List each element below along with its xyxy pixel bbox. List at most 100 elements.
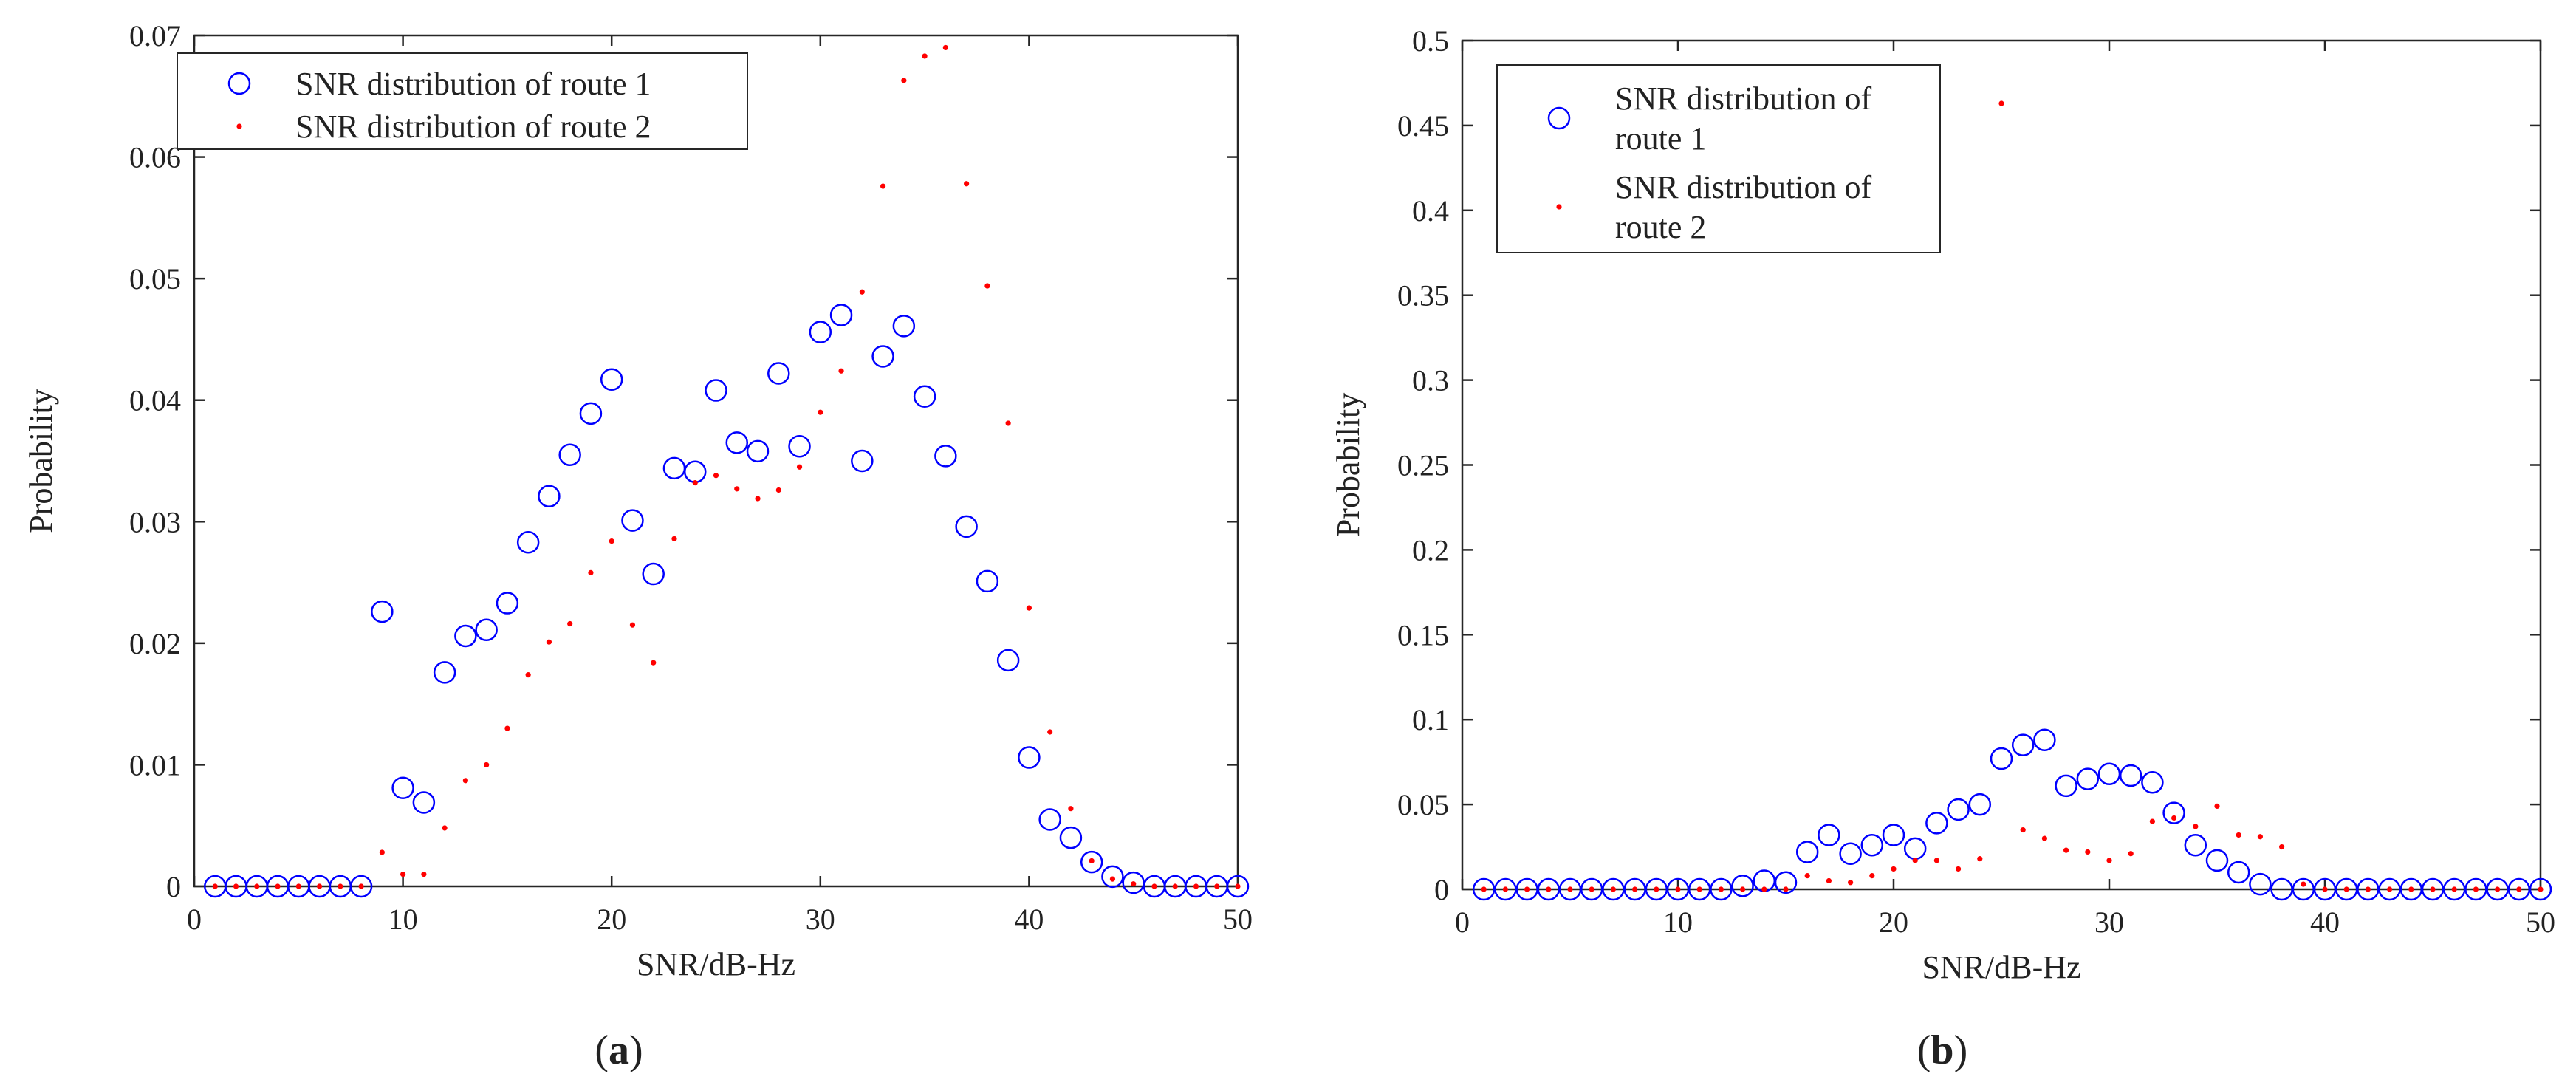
x-tick-label-b-4: 40 [2310,906,2340,939]
point-b-s1-36 [2249,872,2272,896]
point-a-s1-26 [746,439,770,463]
point-a-s2-36 [964,181,970,187]
point-b-s1-23 [1968,793,1992,816]
point-a-s2-29 [818,409,823,415]
point-b-s1-19 [1882,824,1905,846]
point-b-s2-15 [1804,873,1810,879]
x-tick-label-b-2: 20 [1879,906,1908,939]
point-a-s1-17 [558,443,581,467]
legend-marker-a-2 [236,123,242,129]
legend-box-b [1496,64,1941,253]
y-tick-label-a-2: 0.02 [129,627,181,660]
point-b-s2-36 [2257,834,2263,840]
point-a-s2-33 [901,78,907,83]
point-a-s2-28 [796,464,803,470]
point-b-s1-35 [2227,861,2250,884]
panel-label-b: (b) [1917,1027,1967,1073]
point-a-s2-24 [713,473,719,479]
point-b-s2-37 [2279,844,2285,850]
point-a-s2-37 [984,283,990,289]
point-a-s2-49 [1235,883,1241,889]
x-axis-label-a: SNR/dB-Hz [637,946,795,982]
legend-label-b-1-line2: route 1 [1615,120,1706,157]
point-a-s1-33 [892,315,916,338]
point-a-s2-0 [212,883,218,889]
point-a-s1-39 [1018,746,1041,769]
x-tick-label-b-0: 0 [1455,906,1470,939]
y-tick-label-a-5: 0.05 [129,262,181,295]
point-a-s1-31 [851,449,874,473]
y-tick-label-b-4: 0.2 [1412,533,1449,567]
point-b-s2-43 [2408,886,2414,892]
point-a-s2-17 [567,620,573,627]
y-tick-label-a-3: 0.03 [129,505,181,538]
point-b-s1-11 [1710,877,1733,901]
point-b-s2-9 [1675,886,1681,892]
point-b-s1-49 [2529,877,2552,901]
point-a-s2-20 [629,622,636,628]
x-tick-label-a-0: 0 [187,903,202,936]
point-a-s1-19 [600,368,623,391]
legend-label-b-1-line1: SNR distribution of [1615,81,1871,117]
point-b-s2-7 [1632,886,1638,892]
point-b-s1-18 [1860,834,1884,857]
point-b-s1-25 [2011,733,2035,756]
point-a-s2-32 [880,183,886,189]
point-b-s2-12 [1740,886,1746,892]
point-b-s1-15 [1795,841,1819,863]
point-b-s2-35 [2236,832,2241,838]
chart-panel-b: 0 10 20 30 40 50 0 0.05 0.1 0.15 0.2 0.25 0.3 0.35 0.4… [1330,24,2555,1073]
point-b-s1-33 [2184,834,2207,857]
point-a-s2-42 [1089,858,1095,864]
point-a-s2-23 [692,480,698,486]
y-tick-label-a-0: 0 [166,870,181,903]
point-b-s2-28 [2085,849,2091,855]
point-b-s2-46 [2473,886,2479,892]
point-b-s2-11 [1718,886,1724,892]
point-a-s2-3 [275,883,281,889]
point-a-s2-14 [504,725,510,731]
point-a-s2-31 [859,289,865,295]
point-b-s1-22 [1947,798,1970,821]
point-a-s1-27 [767,362,790,385]
point-a-s1-38 [996,649,1020,672]
point-a-s2-35 [942,44,948,51]
point-a-s2-10 [421,871,427,877]
point-b-s1-16 [1818,824,1840,846]
point-a-s1-11 [433,661,456,684]
point-b-s1-17 [1839,842,1862,865]
point-b-s2-18 [1869,873,1875,879]
point-a-s2-40 [1047,729,1053,735]
point-b-s2-10 [1696,886,1702,892]
point-a-s2-9 [400,871,406,877]
point-a-s2-26 [755,496,761,502]
point-a-s2-15 [525,672,531,678]
point-b-s2-39 [2322,886,2328,892]
point-b-s2-40 [2343,886,2349,892]
point-a-s1-10 [412,791,436,814]
point-a-s2-39 [1026,605,1032,611]
y-tick-label-a-6: 0.06 [129,141,181,174]
point-b-s2-42 [2387,886,2393,892]
x-tick-label-b-5: 50 [2526,906,2555,939]
legend-a: SNR distribution of route 1 SNR distribut… [177,52,748,150]
point-a-s1-37 [976,569,999,593]
x-tick-label-b-3: 30 [2094,906,2124,939]
point-a-s1-13 [475,618,498,642]
point-b-s2-16 [1826,877,1832,884]
point-a-s2-41 [1068,806,1074,812]
point-b-s1-31 [2141,770,2164,794]
point-b-s2-8 [1654,886,1659,892]
y-tick-label-b-7: 0.35 [1397,279,1449,312]
point-b-s2-34 [2214,803,2220,809]
point-b-s2-0 [1481,886,1487,892]
point-b-s1-27 [2055,774,2077,798]
point-b-s1-32 [2162,801,2185,824]
point-a-s2-11 [442,825,448,831]
legend-marker-b-1 [1547,106,1571,130]
y-tick-label-b-9: 0.45 [1397,109,1449,143]
point-a-s1-43 [1101,865,1124,889]
y-tick-label-b-1: 0.05 [1397,788,1449,821]
legend-marker-b-2 [1556,204,1562,210]
